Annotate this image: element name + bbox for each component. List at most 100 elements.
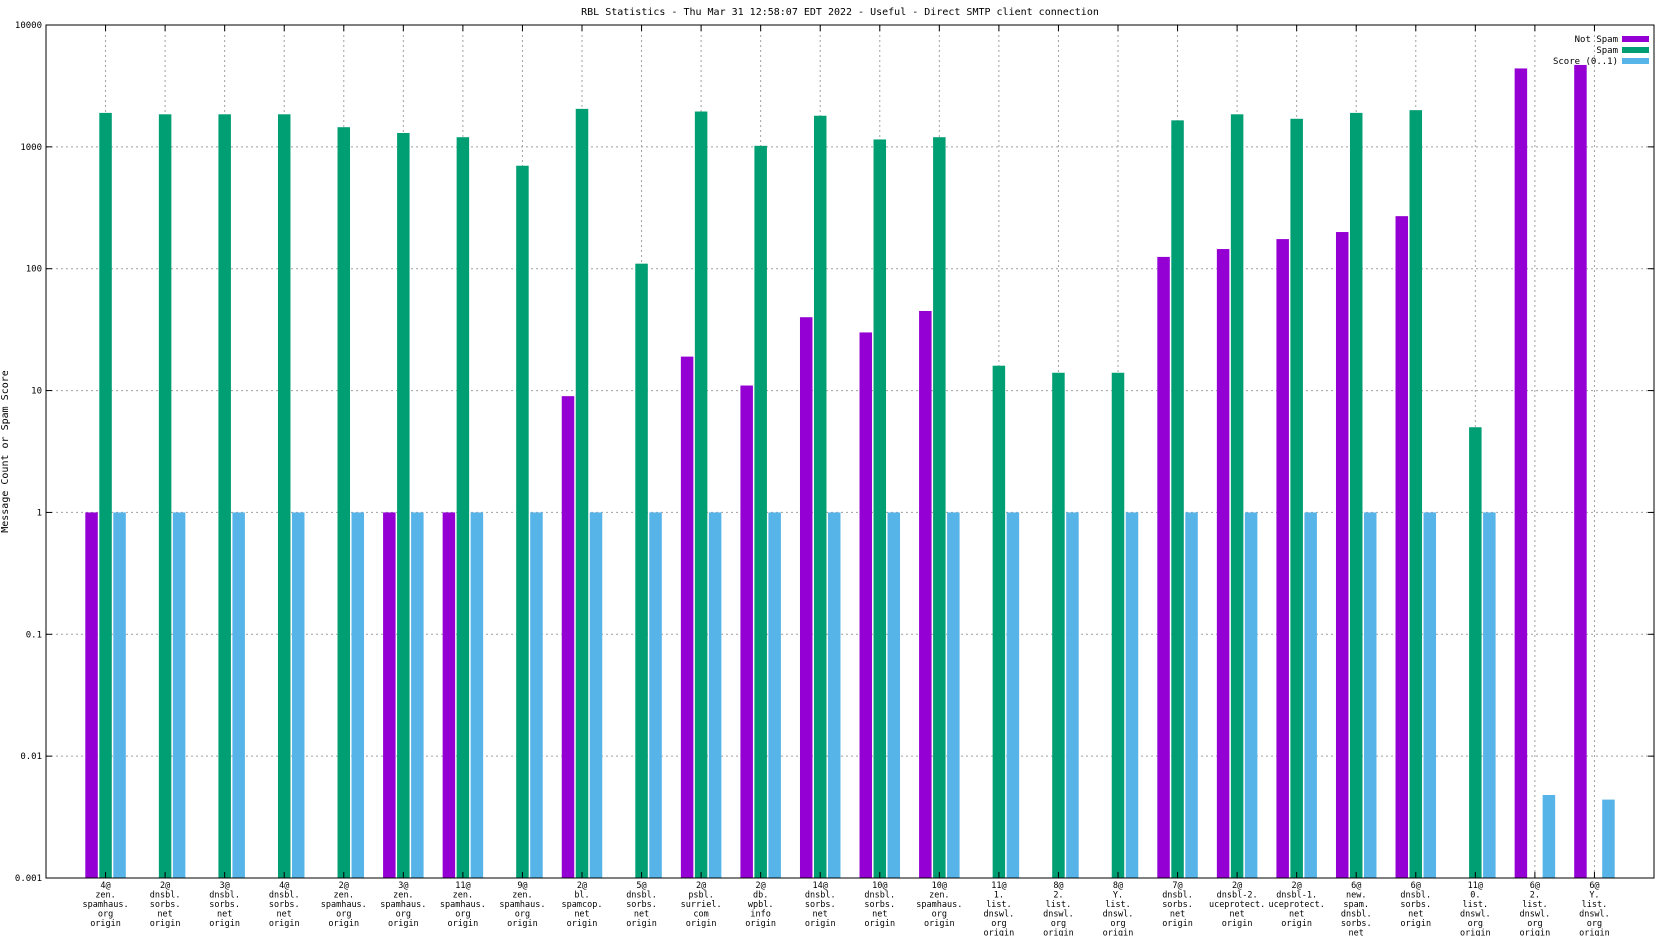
x-tick-label: spamhaus. [321, 900, 367, 910]
x-tick-label: origin [1281, 919, 1312, 929]
x-tick-label: org [1468, 919, 1483, 929]
x-tick-label: origin [805, 919, 836, 929]
x-tick-label: dnswl. [1579, 910, 1610, 920]
x-tick-label: 6@ [1411, 881, 1421, 891]
x-tick-label: spam. [1343, 900, 1369, 910]
x-tick-label: origin [567, 919, 598, 929]
bar-spam-20 [1290, 118, 1303, 879]
x-tick-label: net [1289, 910, 1304, 920]
x-tick-label: org [932, 910, 947, 920]
x-tick-label: 8@ [1053, 881, 1063, 891]
x-tick-label: 6@ [1351, 881, 1361, 891]
x-tick-label: dnsbl. [1341, 910, 1372, 920]
x-tick-label: origin [507, 919, 538, 929]
x-tick-label: 2@ [1232, 881, 1242, 891]
bar-spam-17 [1111, 372, 1125, 878]
bar-spam-2 [218, 114, 231, 879]
x-tick-label: dnswl. [1043, 910, 1074, 920]
x-tick-label: dnsbl. [1162, 891, 1193, 901]
x-tick-label: origin [984, 929, 1015, 936]
bars [85, 64, 1615, 879]
bar-score-0-1--25 [1602, 799, 1615, 878]
y-tick-label: 0.1 [26, 630, 42, 640]
bar-spam-10 [694, 111, 708, 879]
x-tick-label: dnsbl. [1400, 891, 1431, 901]
x-tick-label: dnsbl. [269, 891, 300, 901]
x-tick-label: origin [1460, 929, 1491, 936]
bar-spam-23 [1469, 427, 1482, 878]
y-tick-label: 100 [26, 265, 42, 275]
bar-spam-16 [1052, 372, 1065, 878]
x-tick-label: org [396, 910, 411, 920]
x-tick-label: 0. [1470, 891, 1480, 901]
x-tick-label: spamhaus. [440, 900, 486, 910]
bar-score-0-1--4 [351, 512, 365, 878]
x-tick-label: 2@ [160, 881, 170, 891]
x-tick-label: origin [1579, 929, 1610, 936]
legend-swatch [1622, 36, 1649, 42]
x-tick-label: 11@ [991, 881, 1006, 891]
x-tick-label: 2. [1053, 891, 1063, 901]
x-tick-label: list. [1522, 900, 1548, 910]
bar-score-0-1--13 [887, 512, 901, 878]
x-tick-label: org [1527, 919, 1542, 929]
x-tick-label: 11@ [1468, 881, 1483, 891]
bar-spam-1 [158, 114, 172, 879]
bar-spam-19 [1230, 114, 1244, 879]
x-tick-label: dnsbl. [209, 891, 240, 901]
legend-swatch [1622, 58, 1649, 64]
bar-not-spam-11 [740, 385, 753, 878]
bar-score-0-1--12 [827, 512, 841, 878]
x-tick-label: list. [986, 900, 1012, 910]
bar-spam-8 [575, 108, 589, 879]
x-tick-label: spamhaus. [499, 900, 545, 910]
bar-score-0-1--22 [1423, 512, 1437, 878]
x-tick-label: 2@ [1292, 881, 1302, 891]
x-tick-label: dnsbl-1. [1276, 891, 1317, 901]
x-tick-label: com [693, 910, 708, 920]
x-tick-label: new. [1346, 891, 1366, 901]
x-tick-label: origin [1400, 919, 1431, 929]
bar-score-0-1--7 [530, 512, 543, 878]
x-tick-label: sorbs. [150, 900, 181, 910]
x-tick-label: origin [1043, 929, 1074, 936]
y-tick-label: 0.001 [15, 874, 42, 884]
x-tick-label: psbl. [688, 891, 714, 901]
x-tick-label: org [1587, 919, 1602, 929]
x-tick-label: info [750, 910, 770, 920]
x-tick-label: net [217, 910, 232, 920]
x-tick-label: list. [1046, 900, 1072, 910]
x-tick-label: origin [1222, 919, 1253, 929]
x-tick-label: dnswl. [1460, 910, 1491, 920]
bar-spam-11 [754, 145, 767, 878]
bar-spam-18 [1171, 120, 1184, 879]
x-tick-label: zen. [453, 891, 473, 901]
x-tick-label: origin [864, 919, 895, 929]
bar-spam-14 [933, 137, 946, 878]
x-tick-label: net [634, 910, 649, 920]
x-tick-label: origin [269, 919, 300, 929]
x-tick-label: 4@ [279, 881, 289, 891]
bar-not-spam-13 [859, 332, 873, 878]
x-tick-label: 6@ [1530, 881, 1540, 891]
x-tick-label: 2@ [696, 881, 706, 891]
x-tick-label: dnsbl. [150, 891, 181, 901]
x-tick-label: 2@ [339, 881, 349, 891]
x-tick-label: 3@ [398, 881, 408, 891]
x-tick-label: zen. [95, 891, 115, 901]
x-tick-label: org [1110, 919, 1125, 929]
bar-spam-3 [277, 114, 291, 879]
chart-title: RBL Statistics - Thu Mar 31 12:58:07 EDT… [581, 7, 1099, 18]
x-tick-label: origin [924, 919, 955, 929]
x-tick-label: net [1349, 929, 1364, 936]
x-tick-label: zen. [334, 891, 354, 901]
x-tick-label: sorbs. [626, 900, 657, 910]
x-tick-label: origin [745, 919, 776, 929]
x-tick-label: origin [1520, 929, 1551, 936]
x-tick-label: 6@ [1589, 881, 1599, 891]
x-tick-label: 2@ [577, 881, 587, 891]
x-tick-label: dnswl. [1520, 910, 1551, 920]
x-tick-label: origin [1162, 919, 1193, 929]
x-tick-label: 4@ [100, 881, 110, 891]
